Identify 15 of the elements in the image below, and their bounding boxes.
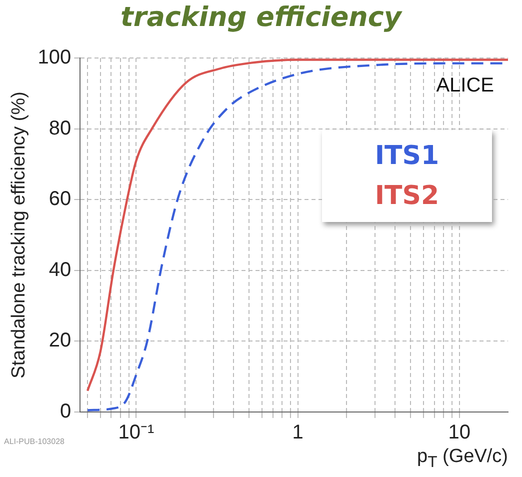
x-tick-label: 1 [292, 422, 304, 444]
y-tick-label: 60 [48, 188, 72, 210]
y-tick-label: 100 [38, 46, 72, 69]
text: ALI-PUB-103028 [4, 437, 66, 446]
y-tick-label: 0 [60, 400, 72, 423]
legend-panel: ITS1 ITS2 [322, 130, 492, 222]
y-axis-title: Standalone tracking efficiency (%) [8, 92, 30, 378]
x-tick-label: 10⁻¹ [118, 422, 154, 444]
y-tick-label: 20 [48, 330, 72, 352]
x-tick-label: 10 [448, 422, 470, 444]
chart-title: tracking efficiency [119, 2, 404, 33]
y-tick-label: 80 [48, 117, 72, 140]
annotation: ALICE [436, 74, 494, 97]
x-axis-title: p$_{T}$ (GeV/c) [417, 446, 508, 472]
y-tick-label: 40 [48, 258, 72, 281]
